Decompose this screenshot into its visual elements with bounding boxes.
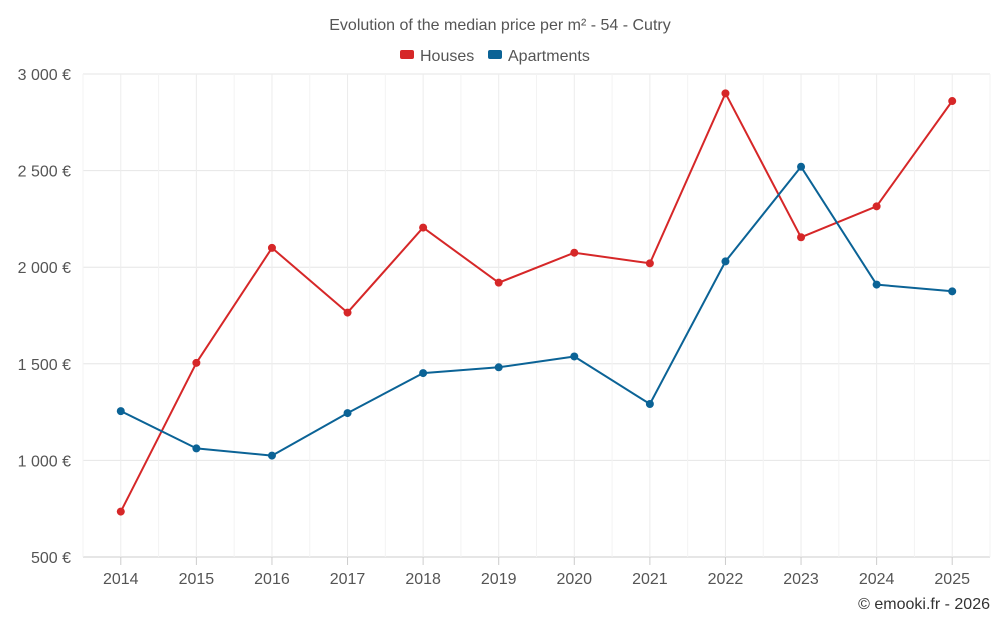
x-tick-label: 2022 bbox=[708, 571, 744, 588]
legend: Houses Apartments bbox=[400, 48, 590, 65]
data-point-houses bbox=[494, 278, 503, 287]
series-line-houses bbox=[119, 92, 954, 513]
y-axis: 500 € 1 000 € 1 500 € 2 000 € 2 500 € 3 000 € bbox=[18, 67, 71, 567]
x-tick-label: 2019 bbox=[481, 571, 517, 588]
series-houses bbox=[116, 89, 957, 516]
x-tick-label: 2014 bbox=[103, 571, 139, 588]
series-apartments bbox=[116, 162, 957, 460]
data-point-apartments bbox=[192, 444, 201, 453]
data-point-houses bbox=[570, 248, 579, 257]
data-point-houses bbox=[645, 259, 654, 268]
data-point-apartments bbox=[948, 287, 957, 296]
x-tick-label: 2020 bbox=[556, 571, 592, 588]
data-point-apartments bbox=[116, 407, 125, 416]
data-point-apartments bbox=[419, 369, 428, 378]
data-point-apartments bbox=[494, 363, 503, 372]
data-point-houses bbox=[872, 202, 881, 211]
data-point-apartments bbox=[570, 352, 579, 361]
legend-swatch-houses bbox=[400, 50, 414, 59]
data-point-houses bbox=[419, 223, 428, 232]
x-tick-label: 2025 bbox=[934, 571, 970, 588]
data-point-apartments bbox=[797, 162, 806, 171]
credit-text: © emooki.fr - 2026 bbox=[858, 596, 990, 613]
data-point-houses bbox=[797, 233, 806, 242]
data-point-apartments bbox=[645, 399, 654, 408]
x-tick-label: 2018 bbox=[405, 571, 441, 588]
x-tick-label: 2017 bbox=[330, 571, 366, 588]
series-line-apartments bbox=[120, 165, 953, 457]
data-point-apartments bbox=[721, 257, 730, 266]
x-tick-label: 2015 bbox=[179, 571, 215, 588]
y-tick-label: 2 500 € bbox=[18, 164, 71, 181]
y-tick-label: 500 € bbox=[31, 550, 71, 567]
y-tick-label: 3 000 € bbox=[18, 67, 71, 84]
series-layer bbox=[116, 89, 957, 516]
legend-label-apartments: Apartments bbox=[508, 48, 590, 65]
legend-swatch-apartments bbox=[488, 50, 502, 59]
legend-label-houses: Houses bbox=[420, 48, 474, 65]
y-tick-label: 1 500 € bbox=[18, 357, 71, 374]
data-point-houses bbox=[343, 308, 352, 317]
x-tick-label: 2016 bbox=[254, 571, 290, 588]
grid bbox=[82, 73, 991, 558]
data-point-houses bbox=[721, 89, 730, 98]
data-point-houses bbox=[948, 97, 957, 106]
y-tick-label: 1 000 € bbox=[18, 453, 71, 470]
data-point-apartments bbox=[872, 280, 881, 289]
x-tick-label: 2024 bbox=[859, 571, 895, 588]
data-point-apartments bbox=[343, 409, 352, 418]
data-point-houses bbox=[116, 507, 125, 516]
data-point-houses bbox=[192, 358, 201, 367]
data-point-apartments bbox=[267, 451, 276, 460]
chart-title: Evolution of the median price per m² - 5… bbox=[329, 17, 670, 34]
y-tick-label: 2 000 € bbox=[18, 260, 71, 277]
x-tick-label: 2023 bbox=[783, 571, 819, 588]
x-tick-label: 2021 bbox=[632, 571, 668, 588]
x-axis: 2014 2015 2016 2017 2018 2019 2020 2021 2022 2023… bbox=[103, 557, 970, 588]
data-point-houses bbox=[267, 243, 276, 252]
